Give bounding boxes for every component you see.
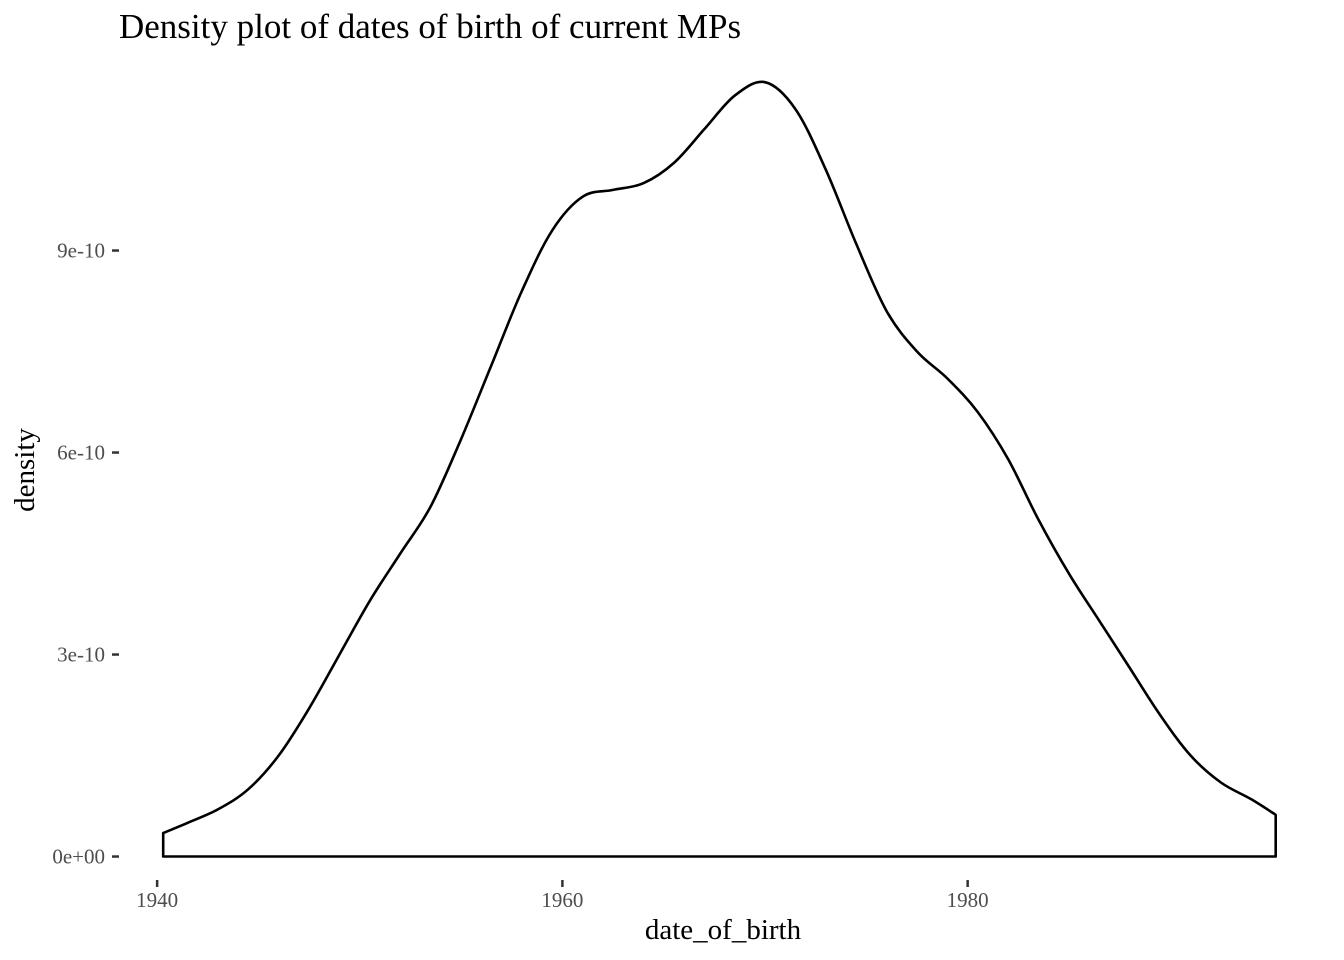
x-tick-label-1960: 1960 (541, 888, 583, 912)
y-tick-label-0e+00: 0e+00 (52, 845, 105, 869)
series-layer (161, 80, 1277, 858)
y-axis: 0e+00 3e-10 6e-10 9e-10 (52, 239, 119, 869)
density-curve-0 (161, 80, 1277, 858)
y-tick-label-3e-10: 3e-10 (57, 643, 105, 667)
y-tick-label-9e-10: 9e-10 (57, 239, 105, 263)
x-axis-title: date_of_birth (645, 914, 802, 946)
y-tick-label-6e-10: 6e-10 (57, 441, 105, 465)
x-tick-label-1980: 1980 (947, 888, 989, 912)
x-tick-label-1940: 1940 (136, 888, 178, 912)
y-axis-title: density (9, 428, 41, 512)
chart-title: Density plot of dates of birth of curren… (119, 7, 741, 46)
x-axis: 1940 1960 1980 (136, 880, 989, 912)
